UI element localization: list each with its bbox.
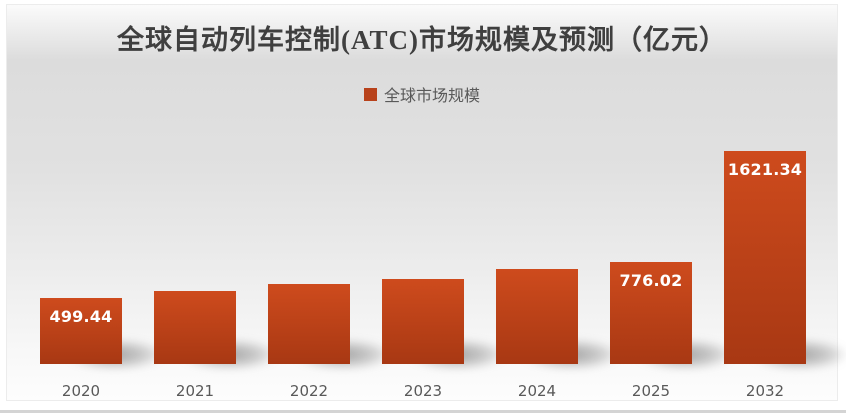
bar-column-2025: 776.02 2025 bbox=[594, 118, 734, 400]
x-axis-label: 2021 bbox=[175, 382, 215, 400]
x-axis-label: 2025 bbox=[631, 382, 671, 400]
bar-2032[interactable]: 1621.34 bbox=[724, 151, 806, 364]
x-axis-label: 2024 bbox=[517, 382, 557, 400]
bar-column-2032: 1621.34 2032 bbox=[708, 118, 846, 400]
bar-value-label: 1621.34 bbox=[727, 160, 803, 179]
bar-2021[interactable] bbox=[154, 291, 236, 364]
x-axis-label: 2032 bbox=[745, 382, 785, 400]
bar-column-2020: 499.44 2020 bbox=[24, 118, 164, 400]
bar-2024[interactable] bbox=[496, 269, 578, 364]
bar-2025[interactable]: 776.02 bbox=[610, 262, 692, 364]
bar-2023[interactable] bbox=[382, 279, 464, 364]
bar-2022[interactable] bbox=[268, 284, 350, 364]
legend-item[interactable]: 全球市场规模 bbox=[7, 82, 837, 106]
bar-column-2024: 2024 bbox=[480, 118, 620, 400]
bar-value-label: 499.44 bbox=[49, 307, 113, 326]
bar-column-2021: 2021 bbox=[138, 118, 278, 400]
bar-2020[interactable]: 499.44 bbox=[40, 298, 122, 364]
legend-swatch-icon bbox=[363, 87, 377, 101]
bar-column-2022: 2022 bbox=[252, 118, 392, 400]
chart-container: 全球自动列车控制(ATC)市场规模及预测（亿元） 全球市场规模 499.44 20… bbox=[6, 4, 846, 401]
chart-title: 全球自动列车控制(ATC)市场规模及预测（亿元） bbox=[117, 25, 727, 55]
x-axis-label: 2020 bbox=[61, 382, 101, 400]
x-axis-label: 2022 bbox=[289, 382, 329, 400]
legend-label: 全球市场规模 bbox=[383, 88, 480, 105]
plot-area: 499.44 2020 2021 2022 2023 2024 776.02 2025 1621… bbox=[24, 118, 846, 400]
bar-value-label: 776.02 bbox=[619, 271, 683, 290]
bar-column-2023: 2023 bbox=[366, 118, 506, 400]
bottom-shadow-edge bbox=[0, 410, 846, 413]
x-axis-label: 2023 bbox=[403, 382, 443, 400]
